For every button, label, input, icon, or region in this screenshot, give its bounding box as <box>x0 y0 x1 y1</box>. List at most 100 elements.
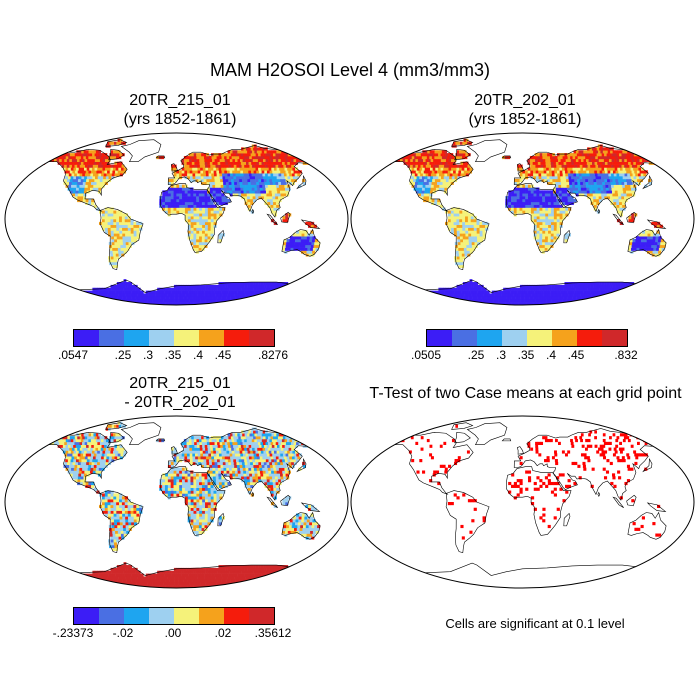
map-cell <box>590 155 594 160</box>
map-cell <box>627 302 631 305</box>
map-cell <box>635 173 639 177</box>
map-cell <box>615 161 619 165</box>
map-cell <box>73 187 77 191</box>
map-cell <box>422 150 426 154</box>
map-cell <box>78 176 82 180</box>
map-cell <box>559 293 562 297</box>
map-cell <box>524 296 528 300</box>
map-cell <box>83 296 87 300</box>
map-cell <box>79 158 83 162</box>
map-cell <box>169 299 173 303</box>
map-cell <box>87 187 91 191</box>
map-cell <box>214 296 218 300</box>
map-cell <box>270 207 274 211</box>
map-cell <box>558 287 562 291</box>
map-cell <box>281 287 285 291</box>
map-cell <box>592 164 596 168</box>
map-cell <box>506 296 510 300</box>
map-cell <box>98 302 102 305</box>
map-cell <box>567 302 571 305</box>
map-cell <box>467 219 472 223</box>
map-cell <box>660 164 664 168</box>
map-cell <box>310 153 313 157</box>
map-cell <box>601 153 605 157</box>
map-cell <box>622 155 626 160</box>
map-cell <box>92 302 95 305</box>
map-cell <box>425 299 428 303</box>
map-cell <box>460 173 464 177</box>
map-cell <box>121 287 124 291</box>
map-cell <box>456 207 460 211</box>
map-cell <box>562 216 566 220</box>
map-cell <box>464 164 468 168</box>
map-cell <box>419 187 423 191</box>
map-cell <box>144 296 148 300</box>
map-cell <box>261 155 265 160</box>
map-cell <box>267 201 271 205</box>
map-cell <box>443 293 447 297</box>
map-cell <box>40 296 44 300</box>
map-cell <box>609 167 613 171</box>
map-cell <box>459 227 463 231</box>
map-cell <box>123 170 127 174</box>
map-cell <box>477 296 480 300</box>
map-cell <box>646 299 649 303</box>
map-cell <box>415 164 419 168</box>
map-cell <box>250 178 254 183</box>
map-cell <box>300 241 304 246</box>
map-cell <box>464 250 468 254</box>
map-cell <box>167 210 171 214</box>
map-cell <box>254 173 258 177</box>
map-cell <box>417 158 421 162</box>
map-cell <box>633 296 636 300</box>
map-cell <box>231 178 235 183</box>
map-cell <box>69 178 73 183</box>
map-cell <box>597 302 601 305</box>
map-cell <box>650 155 654 160</box>
map-cell <box>280 196 285 200</box>
map-cell <box>447 219 451 223</box>
map-cell <box>423 302 426 305</box>
map-cell <box>245 287 249 291</box>
map-cell <box>257 164 261 168</box>
map-cell <box>84 153 88 157</box>
map-cell <box>90 184 94 188</box>
map-cell <box>467 224 472 228</box>
map-cell <box>101 210 106 214</box>
map-cell <box>595 190 599 194</box>
map-cell <box>244 167 248 171</box>
map-cell <box>636 284 640 289</box>
map-cell <box>476 236 481 240</box>
map-cell <box>589 147 593 151</box>
map-cell <box>487 290 490 294</box>
map-cell <box>67 176 71 180</box>
map-cell <box>289 155 293 160</box>
map-cell <box>288 170 292 174</box>
map-cell <box>256 150 260 154</box>
map-cell <box>597 190 602 194</box>
map-cell <box>285 178 289 183</box>
map-cell <box>68 299 71 303</box>
map-cell <box>621 158 625 162</box>
map-cell <box>538 164 541 168</box>
map-cell <box>508 296 512 300</box>
map-cell <box>499 293 502 297</box>
map-cell <box>540 167 544 171</box>
map-cell <box>67 178 71 183</box>
map-cell <box>471 299 475 303</box>
map-cell <box>468 290 471 294</box>
map-cell <box>262 147 266 151</box>
map-cell <box>167 302 171 305</box>
map-cell <box>198 153 202 157</box>
map-cell <box>237 184 241 188</box>
map-cell <box>212 284 216 289</box>
map-cell <box>548 207 552 211</box>
map-cell <box>453 230 458 234</box>
map-cell <box>209 290 212 294</box>
map-cell <box>294 302 298 305</box>
map-cell <box>184 161 187 165</box>
map-cell <box>455 173 459 177</box>
map-cell <box>226 167 230 171</box>
map-cell <box>199 227 203 231</box>
map-cell <box>242 150 245 154</box>
